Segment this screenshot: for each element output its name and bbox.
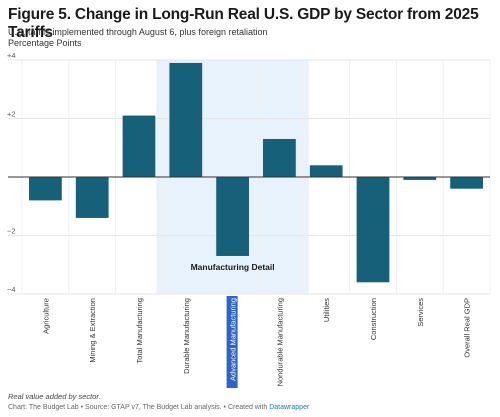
x-tick-label: Mining & Extraction (88, 298, 97, 363)
credit-text: Chart: The Budget Lab • Source: GTAP v7,… (8, 404, 268, 411)
bar (29, 177, 62, 201)
chart-subtitle: U.S. tariffs implemented through August … (8, 27, 267, 48)
bar (450, 177, 483, 189)
bar (75, 177, 109, 218)
subtitle-line-1: U.S. tariffs implemented through August … (8, 27, 268, 37)
x-tick-label: Construction (369, 298, 378, 340)
y-tick-label: −4 (7, 285, 16, 294)
bar (169, 62, 203, 177)
y-tick-label: +4 (7, 51, 16, 60)
bar (403, 177, 437, 180)
y-tick-label: +2 (7, 110, 16, 119)
bar (122, 115, 156, 177)
bar (309, 165, 343, 177)
selected-label-highlight (226, 296, 238, 388)
x-tick-label: Durable Manufacturing (182, 298, 191, 374)
x-tick-label: Nondurable Manufacturing (275, 298, 284, 386)
chart-footnote: Real value added by sector. (8, 392, 101, 401)
subtitle-line-2: Percentage Points (8, 37, 82, 48)
bar (263, 138, 296, 177)
datawrapper-link[interactable]: Datawrapper (269, 404, 310, 411)
y-tick-label: −2 (7, 227, 16, 236)
bar (356, 177, 390, 283)
x-tick-label: Utilities (322, 298, 331, 322)
x-tick-label: Overall Real GDP (463, 298, 472, 358)
chart-title: Figure 5. Change in Long-Run Real U.S. G… (8, 6, 479, 41)
manufacturing-detail-annotation: Manufacturing Detail (191, 262, 275, 272)
chart-credit: Chart: The Budget Lab • Source: GTAP v7,… (8, 404, 309, 411)
bar (216, 177, 249, 256)
x-tick-label: Agriculture (41, 298, 50, 334)
x-tick-label: Advanced Manufacturing (229, 298, 238, 381)
x-tick-label: Total Manufacturing (135, 298, 144, 363)
x-tick-label: Services (416, 298, 425, 327)
